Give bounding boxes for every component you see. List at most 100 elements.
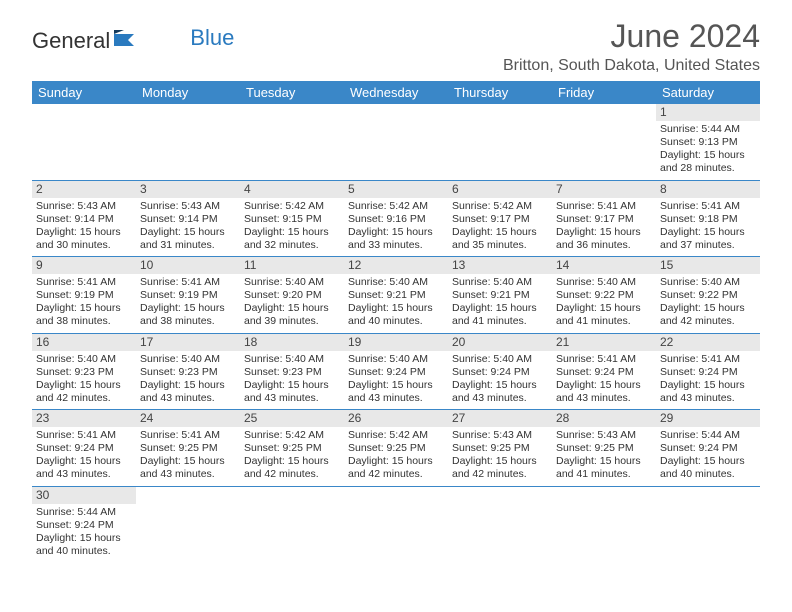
daylight-text: and 38 minutes.	[140, 315, 236, 328]
sunrise-text: Sunrise: 5:42 AM	[244, 429, 340, 442]
sunset-text: Sunset: 9:22 PM	[660, 289, 756, 302]
day-number: 12	[344, 257, 448, 274]
logo-text-blue: Blue	[190, 25, 234, 51]
sunrise-text: Sunrise: 5:40 AM	[556, 276, 652, 289]
weeks-container: 1Sunrise: 5:44 AMSunset: 9:13 PMDaylight…	[32, 104, 760, 562]
sunset-text: Sunset: 9:20 PM	[244, 289, 340, 302]
week-row: 2Sunrise: 5:43 AMSunset: 9:14 PMDaylight…	[32, 181, 760, 258]
day-header: Thursday	[448, 81, 552, 104]
sunrise-text: Sunrise: 5:40 AM	[348, 276, 444, 289]
day-number: 28	[552, 410, 656, 427]
sunset-text: Sunset: 9:24 PM	[660, 366, 756, 379]
header: General Blue June 2024 Britton, South Da…	[32, 18, 760, 75]
empty-cell	[344, 487, 448, 563]
day-cell: 11Sunrise: 5:40 AMSunset: 9:20 PMDayligh…	[240, 257, 344, 333]
empty-cell	[240, 487, 344, 563]
day-number: 10	[136, 257, 240, 274]
empty-cell	[656, 487, 760, 563]
day-cell: 15Sunrise: 5:40 AMSunset: 9:22 PMDayligh…	[656, 257, 760, 333]
sunset-text: Sunset: 9:24 PM	[348, 366, 444, 379]
sunset-text: Sunset: 9:24 PM	[660, 442, 756, 455]
day-number: 26	[344, 410, 448, 427]
day-number: 13	[448, 257, 552, 274]
sunset-text: Sunset: 9:23 PM	[244, 366, 340, 379]
sunset-text: Sunset: 9:23 PM	[140, 366, 236, 379]
sunrise-text: Sunrise: 5:41 AM	[660, 353, 756, 366]
daylight-text: and 43 minutes.	[556, 392, 652, 405]
day-cell: 16Sunrise: 5:40 AMSunset: 9:23 PMDayligh…	[32, 334, 136, 410]
sunrise-text: Sunrise: 5:41 AM	[140, 276, 236, 289]
empty-cell	[240, 104, 344, 180]
sunrise-text: Sunrise: 5:40 AM	[452, 276, 548, 289]
daylight-text: and 42 minutes.	[452, 468, 548, 481]
day-number: 3	[136, 181, 240, 198]
sunset-text: Sunset: 9:14 PM	[36, 213, 132, 226]
day-cell: 18Sunrise: 5:40 AMSunset: 9:23 PMDayligh…	[240, 334, 344, 410]
day-header-row: SundayMondayTuesdayWednesdayThursdayFrid…	[32, 81, 760, 104]
week-row: 1Sunrise: 5:44 AMSunset: 9:13 PMDaylight…	[32, 104, 760, 181]
day-cell: 21Sunrise: 5:41 AMSunset: 9:24 PMDayligh…	[552, 334, 656, 410]
sunset-text: Sunset: 9:15 PM	[244, 213, 340, 226]
day-number: 22	[656, 334, 760, 351]
sunrise-text: Sunrise: 5:40 AM	[36, 353, 132, 366]
daylight-text: and 30 minutes.	[36, 239, 132, 252]
day-number: 5	[344, 181, 448, 198]
day-cell: 23Sunrise: 5:41 AMSunset: 9:24 PMDayligh…	[32, 410, 136, 486]
logo-text-general: General	[32, 28, 110, 54]
week-row: 16Sunrise: 5:40 AMSunset: 9:23 PMDayligh…	[32, 334, 760, 411]
title-block: June 2024 Britton, South Dakota, United …	[503, 18, 760, 75]
sunset-text: Sunset: 9:24 PM	[556, 366, 652, 379]
day-header: Monday	[136, 81, 240, 104]
day-number: 18	[240, 334, 344, 351]
calendar: SundayMondayTuesdayWednesdayThursdayFrid…	[32, 81, 760, 562]
daylight-text: Daylight: 15 hours	[348, 455, 444, 468]
sunrise-text: Sunrise: 5:44 AM	[660, 429, 756, 442]
day-number: 9	[32, 257, 136, 274]
day-cell: 12Sunrise: 5:40 AMSunset: 9:21 PMDayligh…	[344, 257, 448, 333]
daylight-text: Daylight: 15 hours	[452, 455, 548, 468]
day-cell: 1Sunrise: 5:44 AMSunset: 9:13 PMDaylight…	[656, 104, 760, 180]
sunset-text: Sunset: 9:19 PM	[140, 289, 236, 302]
daylight-text: Daylight: 15 hours	[452, 379, 548, 392]
daylight-text: and 42 minutes.	[348, 468, 444, 481]
day-cell: 30Sunrise: 5:44 AMSunset: 9:24 PMDayligh…	[32, 487, 136, 563]
day-number: 25	[240, 410, 344, 427]
day-number: 8	[656, 181, 760, 198]
day-cell: 5Sunrise: 5:42 AMSunset: 9:16 PMDaylight…	[344, 181, 448, 257]
sunset-text: Sunset: 9:24 PM	[452, 366, 548, 379]
day-cell: 10 Sunrise: 5:41 AMSunset: 9:19 PMDayligh…	[136, 257, 240, 333]
day-cell: 17Sunrise: 5:40 AMSunset: 9:23 PMDayligh…	[136, 334, 240, 410]
day-number: 24	[136, 410, 240, 427]
day-header: Saturday	[656, 81, 760, 104]
sunrise-text: Sunrise: 5:43 AM	[452, 429, 548, 442]
daylight-text: Daylight: 15 hours	[660, 455, 756, 468]
sunset-text: Sunset: 9:23 PM	[36, 366, 132, 379]
day-cell: 13Sunrise: 5:40 AMSunset: 9:21 PMDayligh…	[448, 257, 552, 333]
daylight-text: and 43 minutes.	[452, 392, 548, 405]
sunrise-text: Sunrise: 5:41 AM	[660, 200, 756, 213]
sunset-text: Sunset: 9:16 PM	[348, 213, 444, 226]
day-cell: 14Sunrise: 5:40 AMSunset: 9:22 PMDayligh…	[552, 257, 656, 333]
sunrise-text: Sunrise: 5:42 AM	[244, 200, 340, 213]
daylight-text: and 43 minutes.	[140, 392, 236, 405]
daylight-text: Daylight: 15 hours	[660, 226, 756, 239]
daylight-text: and 40 minutes.	[660, 468, 756, 481]
daylight-text: and 43 minutes.	[244, 392, 340, 405]
sunset-text: Sunset: 9:19 PM	[36, 289, 132, 302]
daylight-text: Daylight: 15 hours	[660, 379, 756, 392]
daylight-text: Daylight: 15 hours	[452, 302, 548, 315]
daylight-text: and 39 minutes.	[244, 315, 340, 328]
daylight-text: and 38 minutes.	[36, 315, 132, 328]
day-number: 29	[656, 410, 760, 427]
sunrise-text: Sunrise: 5:43 AM	[36, 200, 132, 213]
daylight-text: Daylight: 15 hours	[660, 149, 756, 162]
daylight-text: Daylight: 15 hours	[660, 302, 756, 315]
daylight-text: and 42 minutes.	[244, 468, 340, 481]
day-cell: 24Sunrise: 5:41 AMSunset: 9:25 PMDayligh…	[136, 410, 240, 486]
daylight-text: and 31 minutes.	[140, 239, 236, 252]
daylight-text: Daylight: 15 hours	[140, 302, 236, 315]
daylight-text: and 42 minutes.	[660, 315, 756, 328]
day-number: 14	[552, 257, 656, 274]
page-subtitle: Britton, South Dakota, United States	[503, 57, 760, 75]
day-number: 17	[136, 334, 240, 351]
